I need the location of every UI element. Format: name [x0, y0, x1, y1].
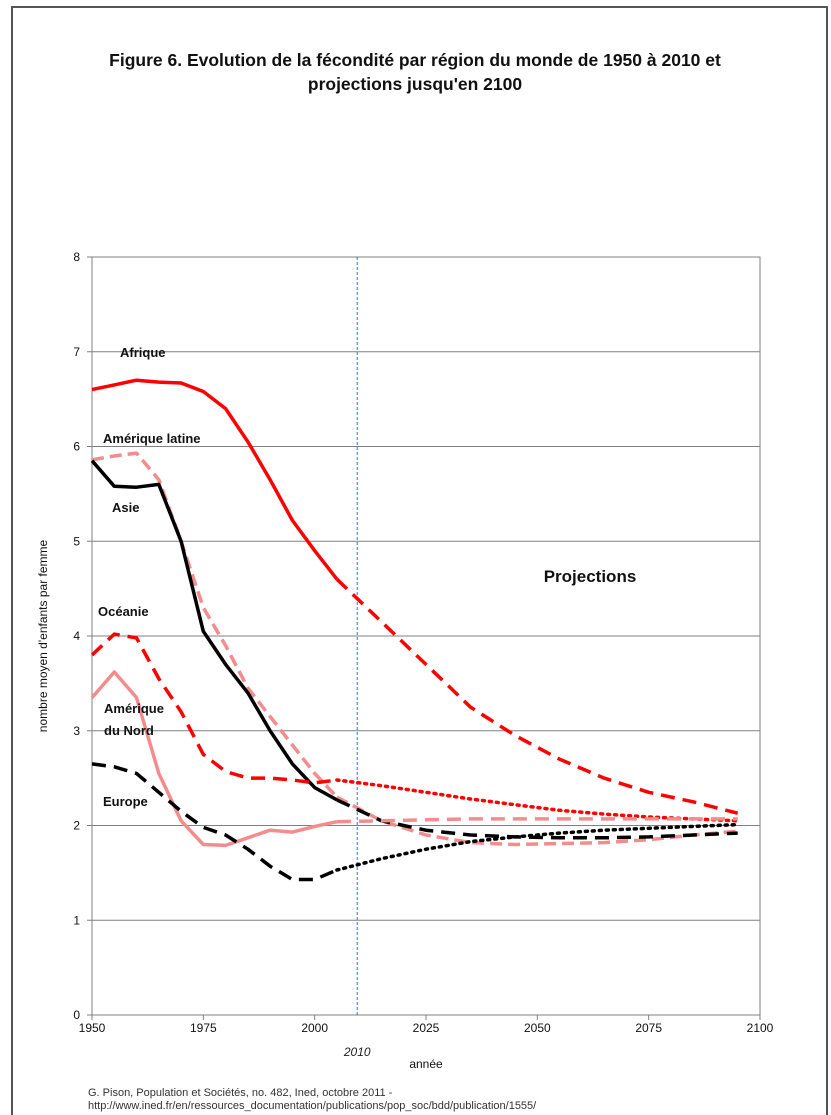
x-tick-label: 2025 [413, 1021, 440, 1035]
series-line-europe [91, 762, 338, 882]
series-line-afrique [91, 378, 339, 581]
series-label: Amérique latine [103, 431, 201, 446]
source-line-1: G. Pison, Population et Sociétés, no. 48… [88, 1087, 393, 1099]
series-label: Amérique [104, 701, 164, 716]
x-tick-label: 2050 [524, 1021, 551, 1035]
y-tick-label: 0 [73, 1008, 80, 1022]
chart-title: Figure 6. Evolution de la fécondité par … [109, 50, 721, 94]
x-tick-label: 1975 [190, 1021, 217, 1035]
projections-label: Projections [544, 567, 637, 586]
series-projection-europe [335, 822, 740, 872]
series-line-asie [90, 459, 338, 802]
y-tick-label: 1 [73, 913, 80, 927]
series-label: Asie [112, 500, 139, 515]
y-tick-label: 4 [73, 629, 80, 643]
x-tick-label: 2075 [635, 1021, 662, 1035]
series-label: du Nord [104, 723, 154, 738]
y-axis-label: nombre moyen d'enfants par femme [36, 539, 50, 732]
source-note: G. Pison, Population et Sociétés, no. 48… [88, 1087, 536, 1113]
series-projection-oceanie [335, 778, 740, 823]
series-label: Europe [103, 794, 148, 809]
x-tick-label: 2100 [747, 1021, 774, 1035]
y-tick-label: 8 [73, 250, 80, 264]
series-label: Afrique [120, 345, 166, 360]
series-line-amerique-du-nord [90, 670, 338, 848]
y-tick-label: 2 [73, 819, 80, 833]
series-label: Océanie [98, 604, 149, 619]
source-line-2: http://www.ined.fr/en/ressources_documen… [88, 1100, 537, 1112]
y-tick-label: 6 [73, 440, 80, 454]
series-projection-amerique-du-nord [336, 817, 738, 824]
figure-frame [11, 6, 828, 1115]
y-tick-label: 3 [73, 724, 80, 738]
x-axis-label: année [409, 1057, 443, 1071]
y-tick-label: 5 [73, 534, 80, 548]
series-line-oceanie [90, 632, 338, 785]
series-projection-asie [336, 798, 738, 840]
series-projection-afrique [335, 577, 739, 815]
y-tick-label: 7 [73, 345, 80, 359]
x-tick-label: 1950 [79, 1021, 106, 1035]
series-line-amerique-latine [91, 451, 339, 799]
x-tick-label: 2000 [301, 1021, 328, 1035]
divider-label: 2010 [343, 1045, 371, 1059]
